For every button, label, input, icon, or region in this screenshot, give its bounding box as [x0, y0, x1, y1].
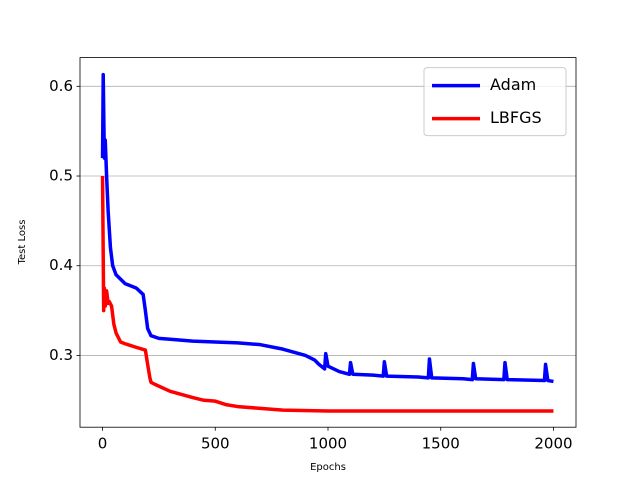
y-tick-label: 0.4 [49, 256, 73, 274]
series-line [100, 176, 554, 413]
legend-label: LBFGS [490, 108, 542, 127]
x-tick-label: 1500 [422, 435, 460, 453]
x-tick-label: 0 [98, 435, 108, 453]
y-tick-label: 0.5 [49, 167, 73, 185]
x-tick-label: 1000 [309, 435, 347, 453]
plot-frame [79, 57, 577, 428]
y-tick-label: 0.3 [49, 346, 73, 364]
x-axis-label: Epochs [310, 462, 346, 473]
legend-label: Adam [490, 75, 536, 94]
x-tick-label: 2000 [534, 435, 572, 453]
y-tick-label: 0.6 [49, 77, 73, 95]
y-axis-label: Test Loss [17, 220, 28, 266]
series-line [100, 72, 554, 384]
x-tick-label: 500 [201, 435, 230, 453]
